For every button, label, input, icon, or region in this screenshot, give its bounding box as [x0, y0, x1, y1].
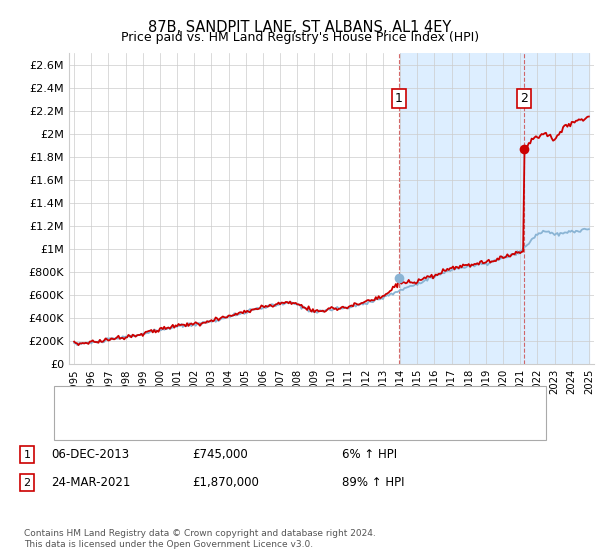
Text: £1,870,000: £1,870,000: [192, 476, 259, 489]
Text: 2: 2: [23, 478, 31, 488]
Text: 89% ↑ HPI: 89% ↑ HPI: [342, 476, 404, 489]
Text: 87B, SANDPIT LANE, ST ALBANS, AL1 4EY (detached house): 87B, SANDPIT LANE, ST ALBANS, AL1 4EY (d…: [118, 396, 452, 407]
Text: 87B, SANDPIT LANE, ST ALBANS, AL1 4EY: 87B, SANDPIT LANE, ST ALBANS, AL1 4EY: [148, 20, 452, 35]
Text: 1: 1: [395, 92, 403, 105]
Text: HPI: Average price, detached house, St Albans: HPI: Average price, detached house, St A…: [118, 419, 377, 430]
Text: 6% ↑ HPI: 6% ↑ HPI: [342, 448, 397, 461]
Text: Price paid vs. HM Land Registry's House Price Index (HPI): Price paid vs. HM Land Registry's House …: [121, 31, 479, 44]
Text: 1: 1: [23, 450, 31, 460]
Text: 06-DEC-2013: 06-DEC-2013: [51, 448, 129, 461]
Text: 24-MAR-2021: 24-MAR-2021: [51, 476, 130, 489]
Text: 2: 2: [520, 92, 528, 105]
Text: Contains HM Land Registry data © Crown copyright and database right 2024.
This d: Contains HM Land Registry data © Crown c…: [24, 529, 376, 549]
Text: £745,000: £745,000: [192, 448, 248, 461]
